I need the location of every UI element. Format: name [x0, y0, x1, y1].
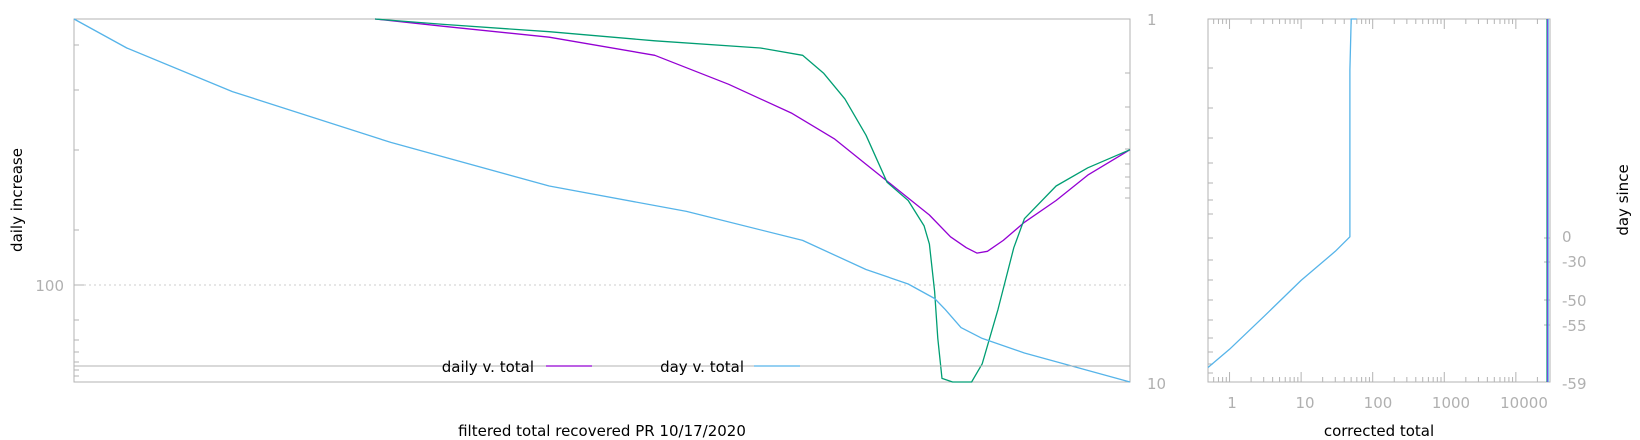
- inset-y2-tick-labels: 0 -30 -50 -55 -59: [1562, 228, 1587, 393]
- inset-y2-tick-label-minus55: -55: [1562, 317, 1587, 335]
- legend-label-day: day v. total: [660, 358, 744, 376]
- main-right-minor-ticks: [1120, 18, 1130, 383]
- main-left-minor-ticks: [74, 44, 84, 377]
- inset-y2-axis-title: day since: [1614, 164, 1632, 235]
- inset-x-axis-title: corrected total: [1324, 422, 1434, 440]
- inset-x-tick-label-1: 1: [1227, 394, 1237, 412]
- inset-x-tick-label-100: 100: [1364, 394, 1393, 412]
- inset-x-tick-label-10000: 10000: [1500, 394, 1548, 412]
- main-x-axis-title: filtered total recovered PR 10/17/2020: [458, 422, 746, 440]
- inset-y2-tick-label-minus50: -50: [1562, 292, 1587, 310]
- y2-tick-label-10: 10: [1147, 375, 1166, 393]
- inset-y-minor-ticks: [1208, 67, 1550, 383]
- main-plot-frame: [73, 18, 1131, 383]
- inset-y2-tick-label-0: 0: [1562, 228, 1572, 246]
- main-series-group: [73, 18, 1131, 383]
- inset-y2-tick-label-minus30: -30: [1562, 253, 1587, 271]
- inset-series-group: [1207, 18, 1549, 382]
- inset-plot-frame: [1207, 18, 1551, 383]
- inset-x-tick-labels: 1 10 100 1000 10000: [1227, 394, 1548, 412]
- main-series-line-2: [73, 18, 1131, 383]
- main-series-line-0: [374, 18, 1131, 254]
- inset-plot: [1207, 18, 1551, 383]
- y2-tick-label-1: 1: [1147, 11, 1157, 29]
- main-y-axis-title: daily increase: [8, 148, 26, 252]
- inset-y2-tick-label-minus59: -59: [1562, 375, 1587, 393]
- inset-series-line-0: [1207, 18, 1357, 368]
- y-tick-label-100: 100: [35, 277, 64, 295]
- main-series-line-1: [374, 18, 1131, 383]
- inset-x-tick-label-1000: 1000: [1432, 394, 1470, 412]
- inset-x-minor-ticks: [1207, 19, 1551, 382]
- inset-x-tick-label-10: 10: [1295, 394, 1314, 412]
- main-plot: [73, 18, 1131, 383]
- legend-label-daily: daily v. total: [442, 358, 534, 376]
